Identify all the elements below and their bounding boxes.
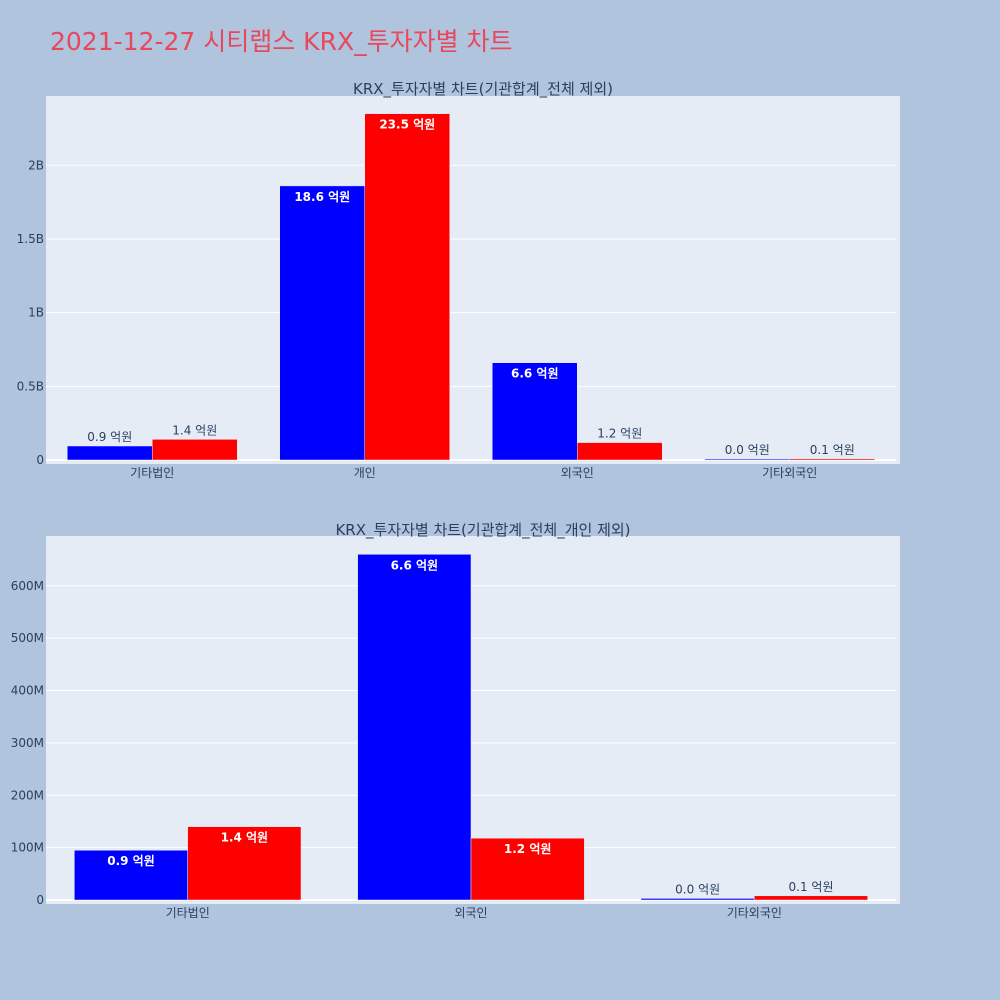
x-tick-label: 외국인 xyxy=(454,906,487,920)
y-tick-label: 300M xyxy=(11,736,44,750)
x-tick-label: 기타외국인 xyxy=(762,466,817,480)
x-tick-label: 기타법인 xyxy=(130,466,174,480)
y-tick-label: 1B xyxy=(28,306,44,320)
y-tick-label: 0 xyxy=(36,893,44,907)
bar xyxy=(357,554,472,901)
data-label: 1.2 억원 xyxy=(597,427,642,441)
bar xyxy=(789,458,875,461)
y-tick-label: 100M xyxy=(11,841,44,855)
data-label: 1.4 억원 xyxy=(172,423,217,437)
x-tick-label: 외국인 xyxy=(561,466,594,480)
data-label: 0.1 억원 xyxy=(789,880,834,894)
data-label: 18.6 억원 xyxy=(294,190,350,204)
bar xyxy=(492,362,578,461)
y-tick-label: 500M xyxy=(11,631,44,645)
bar xyxy=(754,895,868,901)
y-tick-label: 400M xyxy=(11,684,44,698)
x-tick-label: 기타외국인 xyxy=(727,906,782,920)
bar xyxy=(187,826,302,901)
y-tick-label: 200M xyxy=(11,788,44,802)
data-label: 1.2 억원 xyxy=(504,842,552,856)
x-tick-label: 개인 xyxy=(354,466,376,480)
y-tick-label: 600M xyxy=(11,579,44,593)
chart-title: KRX_투자자별 차트(기관합계_전체 제외) xyxy=(353,80,613,99)
data-label: 0.9 억원 xyxy=(87,430,132,444)
plot-area xyxy=(46,96,900,464)
y-tick-label: 0.5B xyxy=(17,379,44,393)
bar xyxy=(74,849,188,901)
bar xyxy=(640,898,755,901)
data-label: 1.4 억원 xyxy=(221,831,269,845)
y-tick-label: 0 xyxy=(36,453,44,467)
chart-investor-all: 0 0.5B 1B 1.5B 2B KRX_투자자별 차트(기관합계_전체 제외) 0.9 … xyxy=(17,80,900,480)
bar xyxy=(152,439,238,461)
bar xyxy=(279,185,365,461)
page-title: 2021-12-27 시티랩스 KRX_투자자별 차트 xyxy=(50,27,513,56)
bar xyxy=(364,113,450,461)
x-tick-label: 기타법인 xyxy=(166,906,210,920)
bar xyxy=(577,442,663,461)
data-label: 6.6 억원 xyxy=(391,558,439,572)
data-label: 0.1 억원 xyxy=(810,443,855,457)
bar xyxy=(470,837,585,901)
data-label: 0.0 억원 xyxy=(725,443,770,457)
data-label: 0.9 억원 xyxy=(107,854,155,868)
chart-title: KRX_투자자별 차트(기관합계_전체_개인 제외) xyxy=(335,521,630,540)
data-label: 6.6 억원 xyxy=(511,367,559,381)
y-tick-label: 2B xyxy=(28,158,44,172)
y-tick-label: 1.5B xyxy=(17,232,44,246)
data-label: 23.5 억원 xyxy=(379,118,435,132)
data-label: 0.0 억원 xyxy=(675,882,720,896)
